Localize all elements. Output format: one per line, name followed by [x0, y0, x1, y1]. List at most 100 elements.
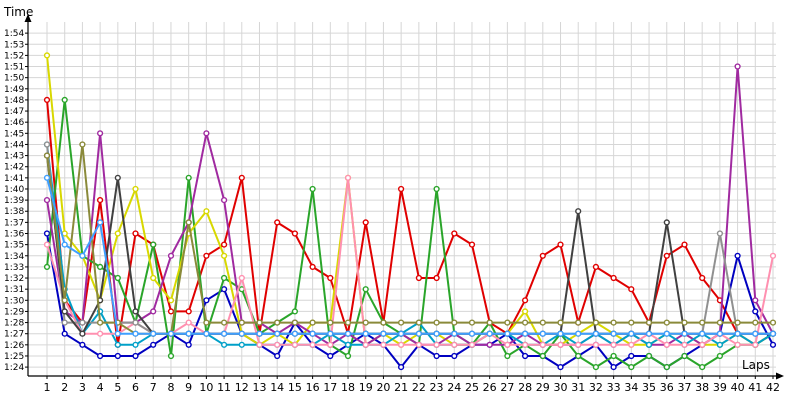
data-point: [752, 319, 759, 326]
data-point: [150, 274, 157, 282]
data-point: [185, 308, 192, 315]
data-point: [628, 330, 635, 337]
data-point: [380, 319, 387, 326]
data-point: [380, 330, 387, 337]
data-point: [610, 341, 617, 348]
data-point: [150, 341, 157, 348]
y-tick-label: 1:36: [4, 230, 24, 240]
y-tick-label: 1:33: [4, 263, 24, 273]
data-point: [203, 252, 210, 259]
data-point: [521, 352, 529, 360]
data-point: [769, 252, 777, 259]
data-point: [539, 330, 546, 337]
data-point: [61, 308, 68, 315]
data-point: [43, 241, 51, 248]
data-point: [167, 252, 175, 259]
series-11: [43, 174, 777, 337]
data-point: [291, 230, 299, 237]
data-point: [415, 319, 423, 326]
y-tick-label: 1:52: [4, 51, 24, 61]
data-point: [185, 219, 192, 226]
data-point: [114, 352, 121, 360]
x-tick-label: 19: [359, 381, 373, 394]
y-tick-label: 1:51: [4, 63, 24, 73]
data-point: [362, 319, 369, 326]
y-tick-label: 1:26: [4, 341, 24, 351]
data-point: [734, 252, 741, 259]
y-tick-label: 1:44: [4, 140, 24, 150]
x-tick-label: 24: [447, 381, 461, 394]
data-point: [468, 319, 476, 326]
data-point: [185, 341, 192, 348]
data-point: [132, 308, 139, 315]
data-point: [557, 330, 564, 337]
data-point: [221, 319, 228, 326]
data-point: [309, 185, 316, 193]
x-tick-label: 42: [766, 381, 780, 394]
x-tick-label: 27: [500, 381, 514, 394]
data-point: [79, 341, 86, 348]
data-point: [504, 352, 511, 360]
data-point: [521, 319, 529, 326]
x-tick-label: 25: [465, 381, 479, 394]
y-tick-label: 1:40: [4, 185, 24, 195]
data-point: [504, 330, 511, 337]
data-point: [43, 152, 51, 159]
data-point: [238, 174, 245, 181]
data-point: [274, 341, 281, 348]
data-point: [344, 341, 352, 348]
data-point: [398, 185, 405, 193]
data-point: [645, 319, 653, 326]
data-point: [610, 330, 617, 337]
data-point: [79, 330, 86, 337]
data-point: [628, 352, 635, 360]
x-axis-title: Laps: [742, 358, 770, 372]
x-tick-label: 7: [150, 381, 157, 394]
data-point: [132, 319, 139, 326]
data-point: [167, 352, 175, 360]
data-point: [716, 319, 724, 326]
x-tick-label: 40: [731, 381, 745, 394]
y-tick-label: 1:53: [4, 40, 24, 50]
series: [43, 52, 777, 371]
data-point: [61, 330, 68, 337]
data-point: [486, 330, 493, 337]
data-point: [433, 341, 440, 348]
data-point: [663, 219, 670, 226]
data-point: [539, 319, 546, 326]
data-point: [291, 319, 299, 326]
data-point: [575, 341, 582, 348]
data-point: [79, 252, 86, 259]
data-point: [398, 330, 405, 337]
data-point: [380, 341, 387, 348]
data-point: [769, 319, 777, 326]
data-point: [610, 274, 617, 282]
data-point: [150, 241, 157, 248]
data-point: [61, 297, 68, 304]
x-tick-label: 29: [536, 381, 550, 394]
y-tick-label: 1:31: [4, 285, 24, 295]
data-point: [415, 274, 423, 282]
data-point: [96, 197, 104, 204]
data-point: [716, 341, 724, 348]
x-tick-label: 2: [61, 381, 68, 394]
data-point: [468, 330, 476, 337]
y-tick-label: 1:29: [4, 307, 24, 317]
data-point: [592, 364, 600, 371]
data-point: [681, 319, 688, 326]
x-tick-label: 15: [288, 381, 302, 394]
data-point: [96, 263, 104, 271]
data-point: [61, 319, 68, 326]
data-point: [96, 352, 104, 360]
y-tick-label: 1:50: [4, 74, 24, 84]
y-tick-label: 1:24: [4, 363, 24, 373]
data-point: [433, 185, 440, 193]
y-tick-label: 1:25: [4, 352, 24, 362]
data-point: [468, 341, 476, 348]
data-point: [628, 286, 635, 293]
data-point: [486, 341, 493, 348]
data-point: [415, 330, 423, 337]
data-point: [539, 341, 546, 348]
data-point: [610, 364, 617, 371]
data-point: [362, 219, 369, 226]
